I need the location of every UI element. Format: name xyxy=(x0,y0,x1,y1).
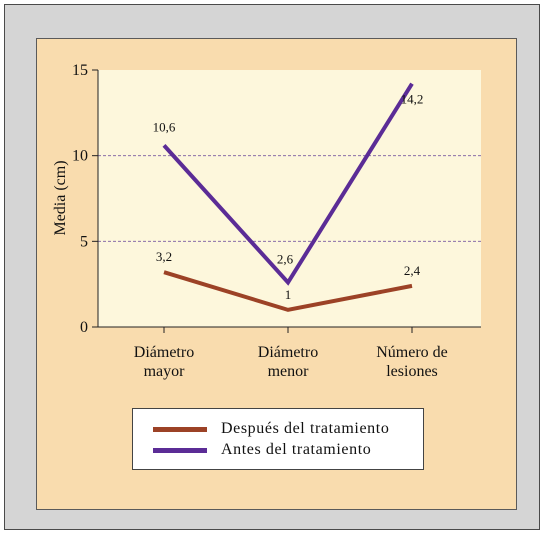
y-tick-label-15: 15 xyxy=(72,62,88,79)
series-lines xyxy=(162,82,414,312)
y-tick-label-10: 10 xyxy=(72,148,88,165)
y-tick-labels: 0 5 10 15 xyxy=(72,62,88,336)
x-category-label-0-1: mayor xyxy=(144,363,186,380)
data-labels: 3,2 1 2,4 10,6 2,6 14,2 xyxy=(153,92,424,302)
series-line-1 xyxy=(162,82,414,286)
legend-swatch-antes xyxy=(153,447,207,453)
legend-item-antes: Antes del tratamiento xyxy=(153,440,371,460)
axes xyxy=(92,69,481,333)
x-category-label-0-0: Diámetro xyxy=(134,344,194,361)
x-category-labels: Diámetro mayor Diámetro menor Número de lesio… xyxy=(134,344,448,380)
x-category-label-1-1: menor xyxy=(268,363,310,380)
data-label-s1-2: 14,2 xyxy=(401,92,424,107)
data-label-s0-0: 3,2 xyxy=(156,249,172,264)
x-category-label-2-0: Número de xyxy=(376,344,448,361)
legend-label-antes: Antes del tratamiento xyxy=(221,441,372,458)
grid-lines xyxy=(98,155,481,242)
data-label-s0-1: 1 xyxy=(285,287,292,302)
x-category-label-1-0: Diámetro xyxy=(258,344,318,361)
x-category-label-2-1: lesiones xyxy=(386,363,438,380)
legend-item-despues: Después del tratamiento xyxy=(153,419,389,439)
legend: Después del tratamiento Antes del tratam… xyxy=(132,408,424,470)
data-label-s0-2: 2,4 xyxy=(404,263,421,278)
plot-area xyxy=(98,70,481,327)
data-label-s1-0: 10,6 xyxy=(153,119,176,134)
legend-label-despues: Después del tratamiento xyxy=(221,420,390,437)
series-line-0 xyxy=(163,270,413,312)
legend-swatch-despues xyxy=(153,426,207,432)
data-label-s1-1: 2,6 xyxy=(277,251,294,266)
y-tick-label-5: 5 xyxy=(80,233,88,250)
y-axis-label: Media (cm) xyxy=(52,160,69,235)
y-tick-label-0: 0 xyxy=(80,319,88,336)
